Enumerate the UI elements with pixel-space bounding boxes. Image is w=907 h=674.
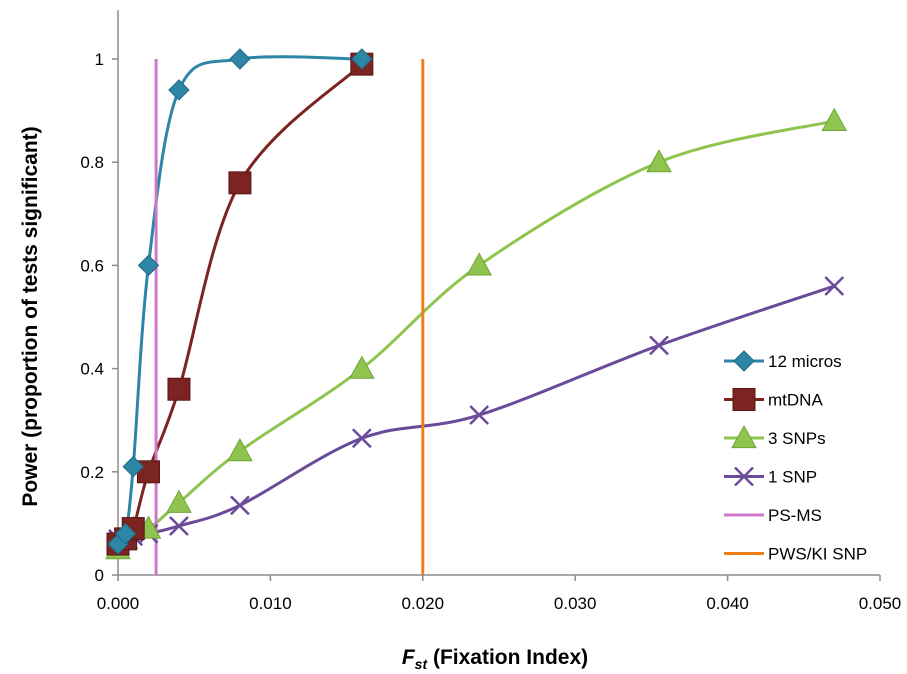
x-tick-label: 0.050 [859,594,902,613]
data-point-1-snp [351,428,372,449]
legend-item-pws-ki-snp: PWS/KI SNP [724,545,867,564]
legend-item-mtdna: mtDNA [724,388,823,411]
axes: 0 0.2 0.4 0.6 0.8 1 0.000 0.010 0.020 0.030 0.040 0… [80,10,901,613]
legend-label: PS-MS [768,506,822,525]
legend-label: PWS/KI SNP [768,545,867,564]
marker-stroke [734,466,754,487]
x-tick-label: 0.030 [554,594,597,613]
marker-stroke [649,335,669,356]
marker-stroke [351,428,372,449]
y-axis-label: Power (proportion of tests significant) [19,126,42,506]
data-point-12-micros [229,48,251,70]
legend-swatch-marker [733,350,755,372]
y-tick-label: 0.2 [80,463,104,482]
marker-stroke [469,405,490,425]
legend: 12 micros mtDNA 3 SNPs 1 SNP PS-MS PWS/KI SNP [724,350,867,564]
reference-lines [154,59,425,575]
data-point-3-snps [348,355,375,379]
marker-stroke [824,276,845,296]
data-point-3-snps [646,149,672,173]
data-point-1-snp [824,276,845,296]
legend-swatch-marker [731,424,757,449]
data-point-3-snps [227,438,253,462]
x-axis-label: Fst (Fixation Index) [402,646,588,672]
x-tick-label: 0.040 [706,594,749,613]
legend-swatch-marker [732,388,756,411]
y-tick-label: 0.8 [80,153,104,172]
data-point-3-snps [821,107,848,132]
data-point-1-snp [469,405,490,425]
data-point-mtdna [167,377,191,401]
marker-stroke [169,516,189,536]
y-tick-label: 0 [95,566,104,585]
x-tick-label: 0.000 [97,594,140,613]
data-point-3-snps [466,252,493,276]
legend-swatch-marker [734,466,754,487]
x-tick-label: 0.010 [249,594,292,613]
data-point-12-micros [114,523,137,545]
x-axis-label-main: F [402,646,416,669]
legend-label: 12 micros [768,352,842,371]
data-point-12-micros [122,455,144,478]
data-point-1-snp [230,495,250,516]
data-point-1-snp [649,335,669,356]
y-tick-label: 1 [95,50,104,69]
y-tick-label: 0.6 [80,256,104,275]
legend-item-12-micros: 12 micros [724,350,842,372]
y-tick-label: 0.4 [80,360,104,379]
data-point-12-micros [351,48,373,70]
x-tick-label: 0.020 [402,594,445,613]
data-point-1-snp [169,516,189,536]
legend-label: mtDNA [768,391,823,410]
legend-item-ps-ms: PS-MS [724,506,822,525]
legend-item-1-snp: 1 SNP [724,466,817,487]
legend-item-3-snps: 3 SNPs [724,424,826,449]
data-point-12-micros [168,79,190,101]
data-point-mtdna [228,171,252,195]
series-line-3-snps [116,119,835,551]
marker-stroke [230,495,250,516]
legend-label: 3 SNPs [768,429,826,448]
data-point-12-micros [137,254,160,277]
series-markers [105,48,848,560]
legend-label: 1 SNP [768,468,817,487]
data-point-3-snps [166,489,192,513]
x-axis-label-rest: (Fixation Index) [427,646,588,669]
x-axis-label-subscript: st [415,656,429,672]
